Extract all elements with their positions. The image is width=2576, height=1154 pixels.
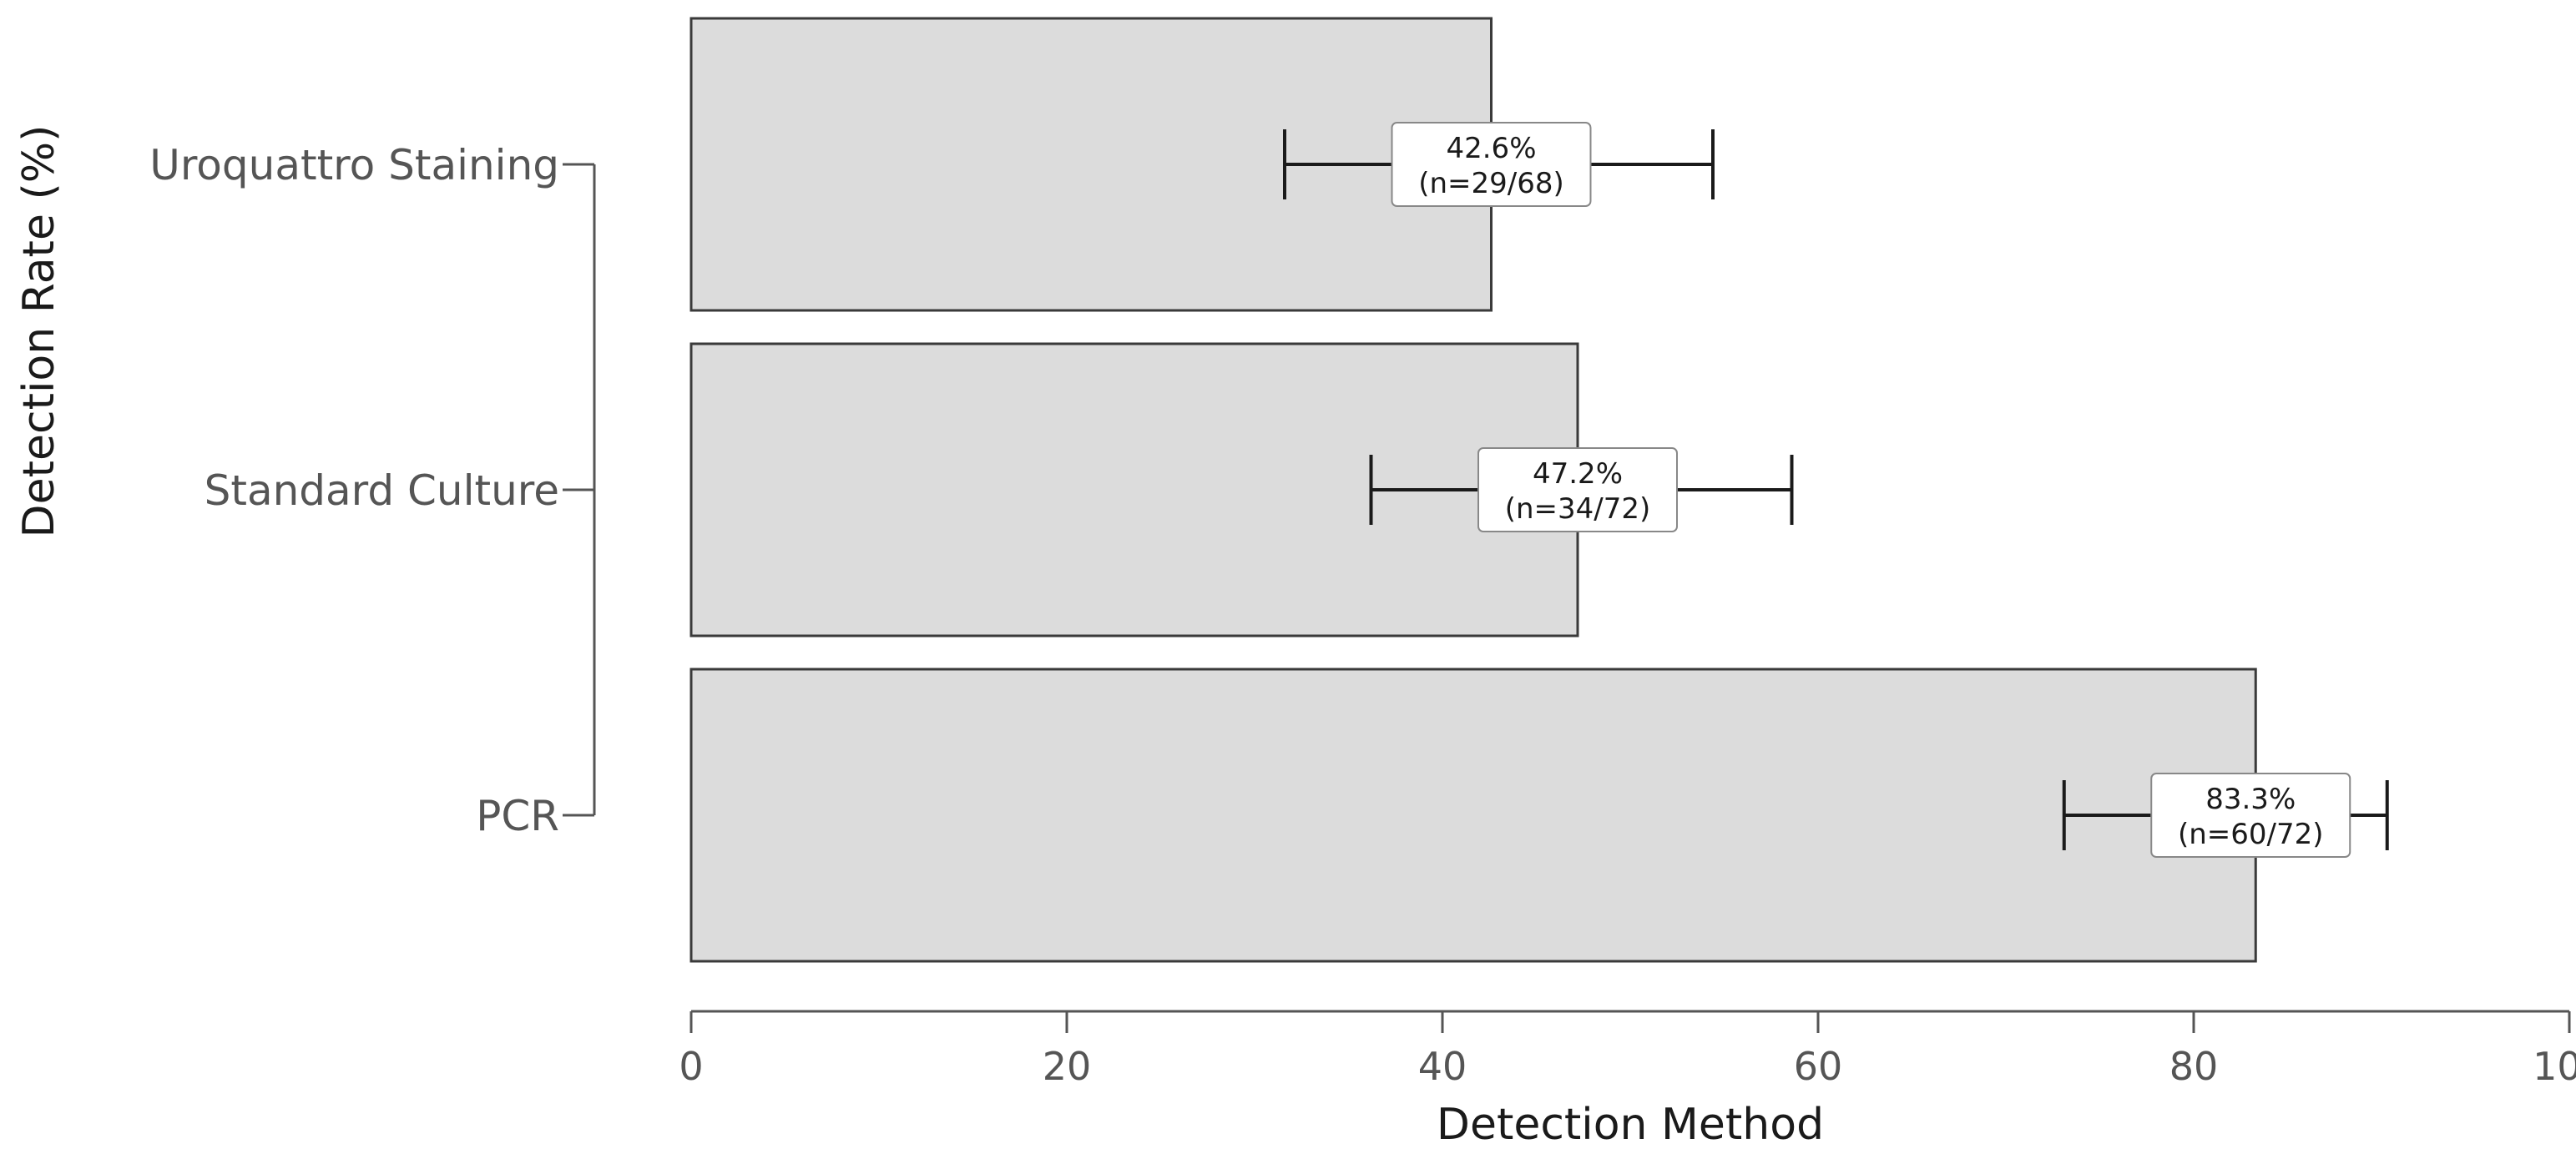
- data-label-count: (n=29/68): [1418, 167, 1564, 200]
- data-label-box: [1477, 447, 1678, 532]
- x-axis: 0 20 40 60 80 100: [679, 1010, 2576, 1089]
- data-label: 42.6%(n=29/68): [1391, 122, 1592, 207]
- data-label-percent: 47.2%: [1533, 457, 1623, 491]
- y-tick-label: PCR: [476, 792, 559, 840]
- data-label-box: [2150, 773, 2351, 858]
- data-label: 47.2%(n=34/72): [1477, 447, 1678, 532]
- data-label-box: [1391, 122, 1592, 207]
- y-axis: Uroquattro Staining Standard Culture PCR: [149, 141, 596, 840]
- x-tick-label: 20: [1043, 1044, 1092, 1089]
- x-tick-label: 40: [1418, 1044, 1467, 1089]
- bar: [689, 668, 2257, 963]
- y-tick-label: Standard Culture: [205, 466, 559, 515]
- y-tick-label: Uroquattro Staining: [149, 141, 559, 189]
- y-axis-title: Detection Rate (%): [14, 125, 64, 538]
- data-label-count: (n=60/72): [2178, 818, 2324, 851]
- x-ticks: 0 20 40 60 80 100: [679, 1011, 2576, 1089]
- bars-layer: [689, 17, 2257, 963]
- x-axis-title: Detection Method: [1437, 1100, 1824, 1150]
- y-ticks: Uroquattro Staining Standard Culture PCR: [149, 141, 594, 840]
- x-tick-label: 0: [679, 1044, 703, 1089]
- data-label-percent: 83.3%: [2205, 783, 2296, 816]
- x-tick-label: 60: [1794, 1044, 1843, 1089]
- data-labels-layer: 42.6%(n=29/68) 47.2%(n=34/72) 83.3%(n=60/7…: [1391, 122, 2351, 858]
- x-tick-label: 80: [2169, 1044, 2219, 1089]
- data-label: 83.3%(n=60/72): [2150, 773, 2351, 858]
- data-label-count: (n=34/72): [1505, 492, 1651, 526]
- x-tick-label: 100: [2533, 1044, 2576, 1089]
- data-label-percent: 42.6%: [1446, 132, 1536, 165]
